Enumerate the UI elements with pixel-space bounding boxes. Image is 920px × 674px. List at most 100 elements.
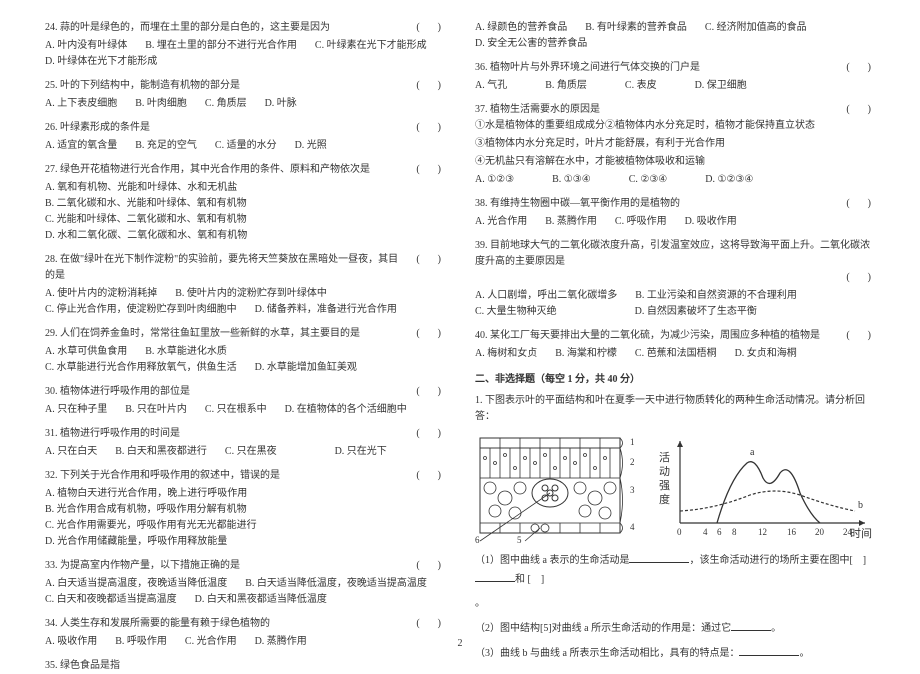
q37-stem: 37. 植物生活需要水的原因是 [475,102,836,118]
q40: 40. 某化工厂每天要排出大量的二氧化硫，为减少污染，周围应多种植的植物是( )… [475,328,875,362]
q25: 25. 叶的下列结构中，能制造有机物的部分是( ) A. 上下表皮细胞 B. 叶… [45,78,445,112]
q30: 30. 植物体进行呼吸作用的部位是( ) A. 只在种子里 B. 只在叶片内 C… [45,384,445,418]
q36-b: B. 角质层 [545,78,587,94]
q39-c: C. 大量生物种灭绝 [475,304,557,320]
q25-d: D. 叶脉 [265,96,297,112]
paren-38: ( ) [836,196,875,212]
q29-b: B. 水草能进化水质 [145,344,227,360]
q35-a: A. 绿颜色的营养食品 [475,20,567,36]
q40-b: B. 海棠和柠檬 [555,346,617,362]
q24-b: B. 埋在土里的部分不进行光合作用 [145,38,297,54]
q37-d: D. ①②③④ [705,172,753,188]
q37: 37. 植物生活需要水的原因是( ) ①水是植物体的重要组成成分②植物体内水分充… [475,102,875,188]
paren-36: ( ) [836,60,875,76]
q28-c: C. 停止光合作用，使淀粉贮存到叶肉细胞中 [45,302,237,318]
leaf-label-4: 4 [630,522,635,532]
xtick-12: 12 [758,527,767,537]
fill-t1: ，该生命活动进行的场所主要在图中[ [689,555,852,566]
chart-ylabel-1: 活 [659,451,670,464]
q31-stem: 31. 植物进行呼吸作用的时间是 [45,426,406,442]
q38-d: D. 吸收作用 [685,214,737,230]
q30-c: C. 只在根系中 [205,402,267,418]
leaf-label-2: 2 [630,457,635,467]
q30-a: A. 只在种子里 [45,402,107,418]
q40-d: D. 女贞和海桐 [735,346,797,362]
q25-c: C. 角质层 [205,96,247,112]
fill-dot: 。 [475,595,875,613]
blank-2 [475,570,515,582]
q29-a: A. 水草可供鱼食用 [45,344,127,360]
xtick-8: 8 [732,527,737,537]
xtick-20: 20 [815,527,825,537]
q30-b: B. 只在叶片内 [125,402,187,418]
paren-31: ( ) [406,426,445,442]
q28-a: A. 使叶片内的淀粉消耗掉 [45,286,157,302]
xtick-4: 4 [703,527,708,537]
q32-d: D. 光合作用储藏能量，呼吸作用释放能量 [45,534,227,550]
q35-c: C. 经济附加值高的食品 [705,20,807,36]
q31-a: A. 只在白天 [45,444,97,460]
q26-a: A. 适宜的氧含量 [45,138,117,154]
q26-c: C. 适量的水分 [215,138,277,154]
q35-b: B. 有叶绿素的营养食品 [585,20,687,36]
q40-c: C. 芭蕉和法国梧桐 [635,346,717,362]
activity-chart: 活 动 强 度 0 4 6 8 12 16 20 24 时间 a b [655,433,875,543]
paren-32: ( ) [406,468,445,484]
q33: 33. 为提高室内作物产量，以下措施正确的是( ) A. 白天适当提高温度，夜晚… [45,558,445,608]
q24-stem: 24. 蒜的叶是绿色的，而埋在土里的部分是白色的，这主要是因为 [45,20,406,36]
q39-b: B. 工业污染和自然资源的不合理利用 [635,288,797,304]
leaf-label-5: 5 [517,535,522,543]
q33-stem: 33. 为提高室内作物产量，以下措施正确的是 [45,558,406,574]
q25-stem: 25. 叶的下列结构中，能制造有机物的部分是 [45,78,406,94]
left-column: 24. 蒜的叶是绿色的，而埋在土里的部分是白色的，这主要是因为( ) A. 叶内… [30,20,460,639]
q37-sub2: ③植物体内水分充足时，叶片才能舒展，有利于光合作用 [475,136,875,152]
paren-26: ( ) [406,120,445,136]
q27-c: C. 光能和叶绿体、二氧化碳和水、氧和有机物 [45,212,247,228]
fill-t2: 和 [ [515,574,531,585]
q36-c: C. 表皮 [625,78,657,94]
paren-40: ( ) [836,328,875,344]
leaf-label-3: 3 [630,485,635,495]
q31: 31. 植物进行呼吸作用的时间是( ) A. 只在白天 B. 白天和黑夜都进行 … [45,426,445,460]
q29: 29. 人们在饲养金鱼时，常常往鱼缸里放一些新鲜的水草，其主要目的是( ) A.… [45,326,445,376]
q26-b: B. 充足的空气 [135,138,197,154]
q36: 36. 植物叶片与外界环境之间进行气体交换的门户是( ) A. 气孔 B. 角质… [475,60,875,94]
q34-stem: 34. 人类生存和发展所需要的能量有赖于绿色植物的 [45,616,406,632]
fill1-stem: 1. 下图表示叶的平面结构和叶在夏季一天中进行物质转化的两种生命活动情况。请分析… [475,393,875,425]
q32-stem: 32. 下列关于光合作用和呼吸作用的叙述中，错误的是 [45,468,406,484]
q27: 27. 绿色开花植物进行光合作用，其中光合作用的条件、原料和产物依次是( ) A… [45,162,445,244]
q40-a: A. 梅树和女贞 [475,346,537,362]
q28: 28. 在做"绿叶在光下制作淀粉"的实验前，要先将天竺葵放在黑暗处一昼夜，其目的… [45,252,445,318]
q39-stem: 39. 目前地球大气的二氧化碳浓度升高，引发温室效应，这将导致海平面上升。二氧化… [475,238,875,270]
q27-d: D. 水和二氧化碳、二氧化碳和水、氧和有机物 [45,228,247,244]
xtick-0: 0 [677,527,682,537]
paren-33: ( ) [406,558,445,574]
q32-a: A. 植物白天进行光合作用，晚上进行呼吸作用 [45,486,247,502]
paren-39: ( ) [836,270,875,286]
q33-d: D. 白天和黑夜都适当降低温度 [195,592,327,608]
q38: 38. 有维持生物圈中碳—氧平衡作用的是植物的( ) A. 光合作用 B. 蒸腾… [475,196,875,230]
q31-c: C. 只在黑夜 [225,444,277,460]
q35-d: D. 安全无公害的营养食品 [475,36,587,52]
q37-b: B. ①③④ [552,172,591,188]
xtick-16: 16 [787,527,797,537]
q34-b: B. 呼吸作用 [115,634,167,650]
q32-c: C. 光合作用需要光，呼吸作用有光无光都能进行 [45,518,257,534]
q27-b: B. 二氧化碳和水、光能和叶绿体、氧和有机物 [45,196,247,212]
q31-b: B. 白天和黑夜都进行 [115,444,207,460]
fill1: 1. 下图表示叶的平面结构和叶在夏季一天中进行物质转化的两种生命活动情况。请分析… [475,393,875,425]
q36-a: A. 气孔 [475,78,507,94]
q34-c: C. 光合作用 [185,634,237,650]
right-column: A. 绿颜色的营养食品 B. 有叶绿素的营养食品 C. 经济附加值高的食品 D.… [460,20,890,639]
paren-27: ( ) [406,162,445,178]
q36-stem: 36. 植物叶片与外界环境之间进行气体交换的门户是 [475,60,836,76]
q36-d: D. 保卫细胞 [695,78,747,94]
q39: 39. 目前地球大气的二氧化碳浓度升高，引发温室效应，这将导致海平面上升。二氧化… [475,238,875,320]
q33-c: C. 白天和夜晚都适当提高温度 [45,592,177,608]
curve-b-label: b [858,500,863,511]
q38-c: C. 呼吸作用 [615,214,667,230]
q29-d: D. 水草能增加鱼缸美观 [255,360,357,376]
figure-area: 1 2 3 4 5 6 活 动 强 度 0 4 6 8 [475,433,875,543]
q38-a: A. 光合作用 [475,214,527,230]
q25-b: B. 叶肉细胞 [135,96,187,112]
